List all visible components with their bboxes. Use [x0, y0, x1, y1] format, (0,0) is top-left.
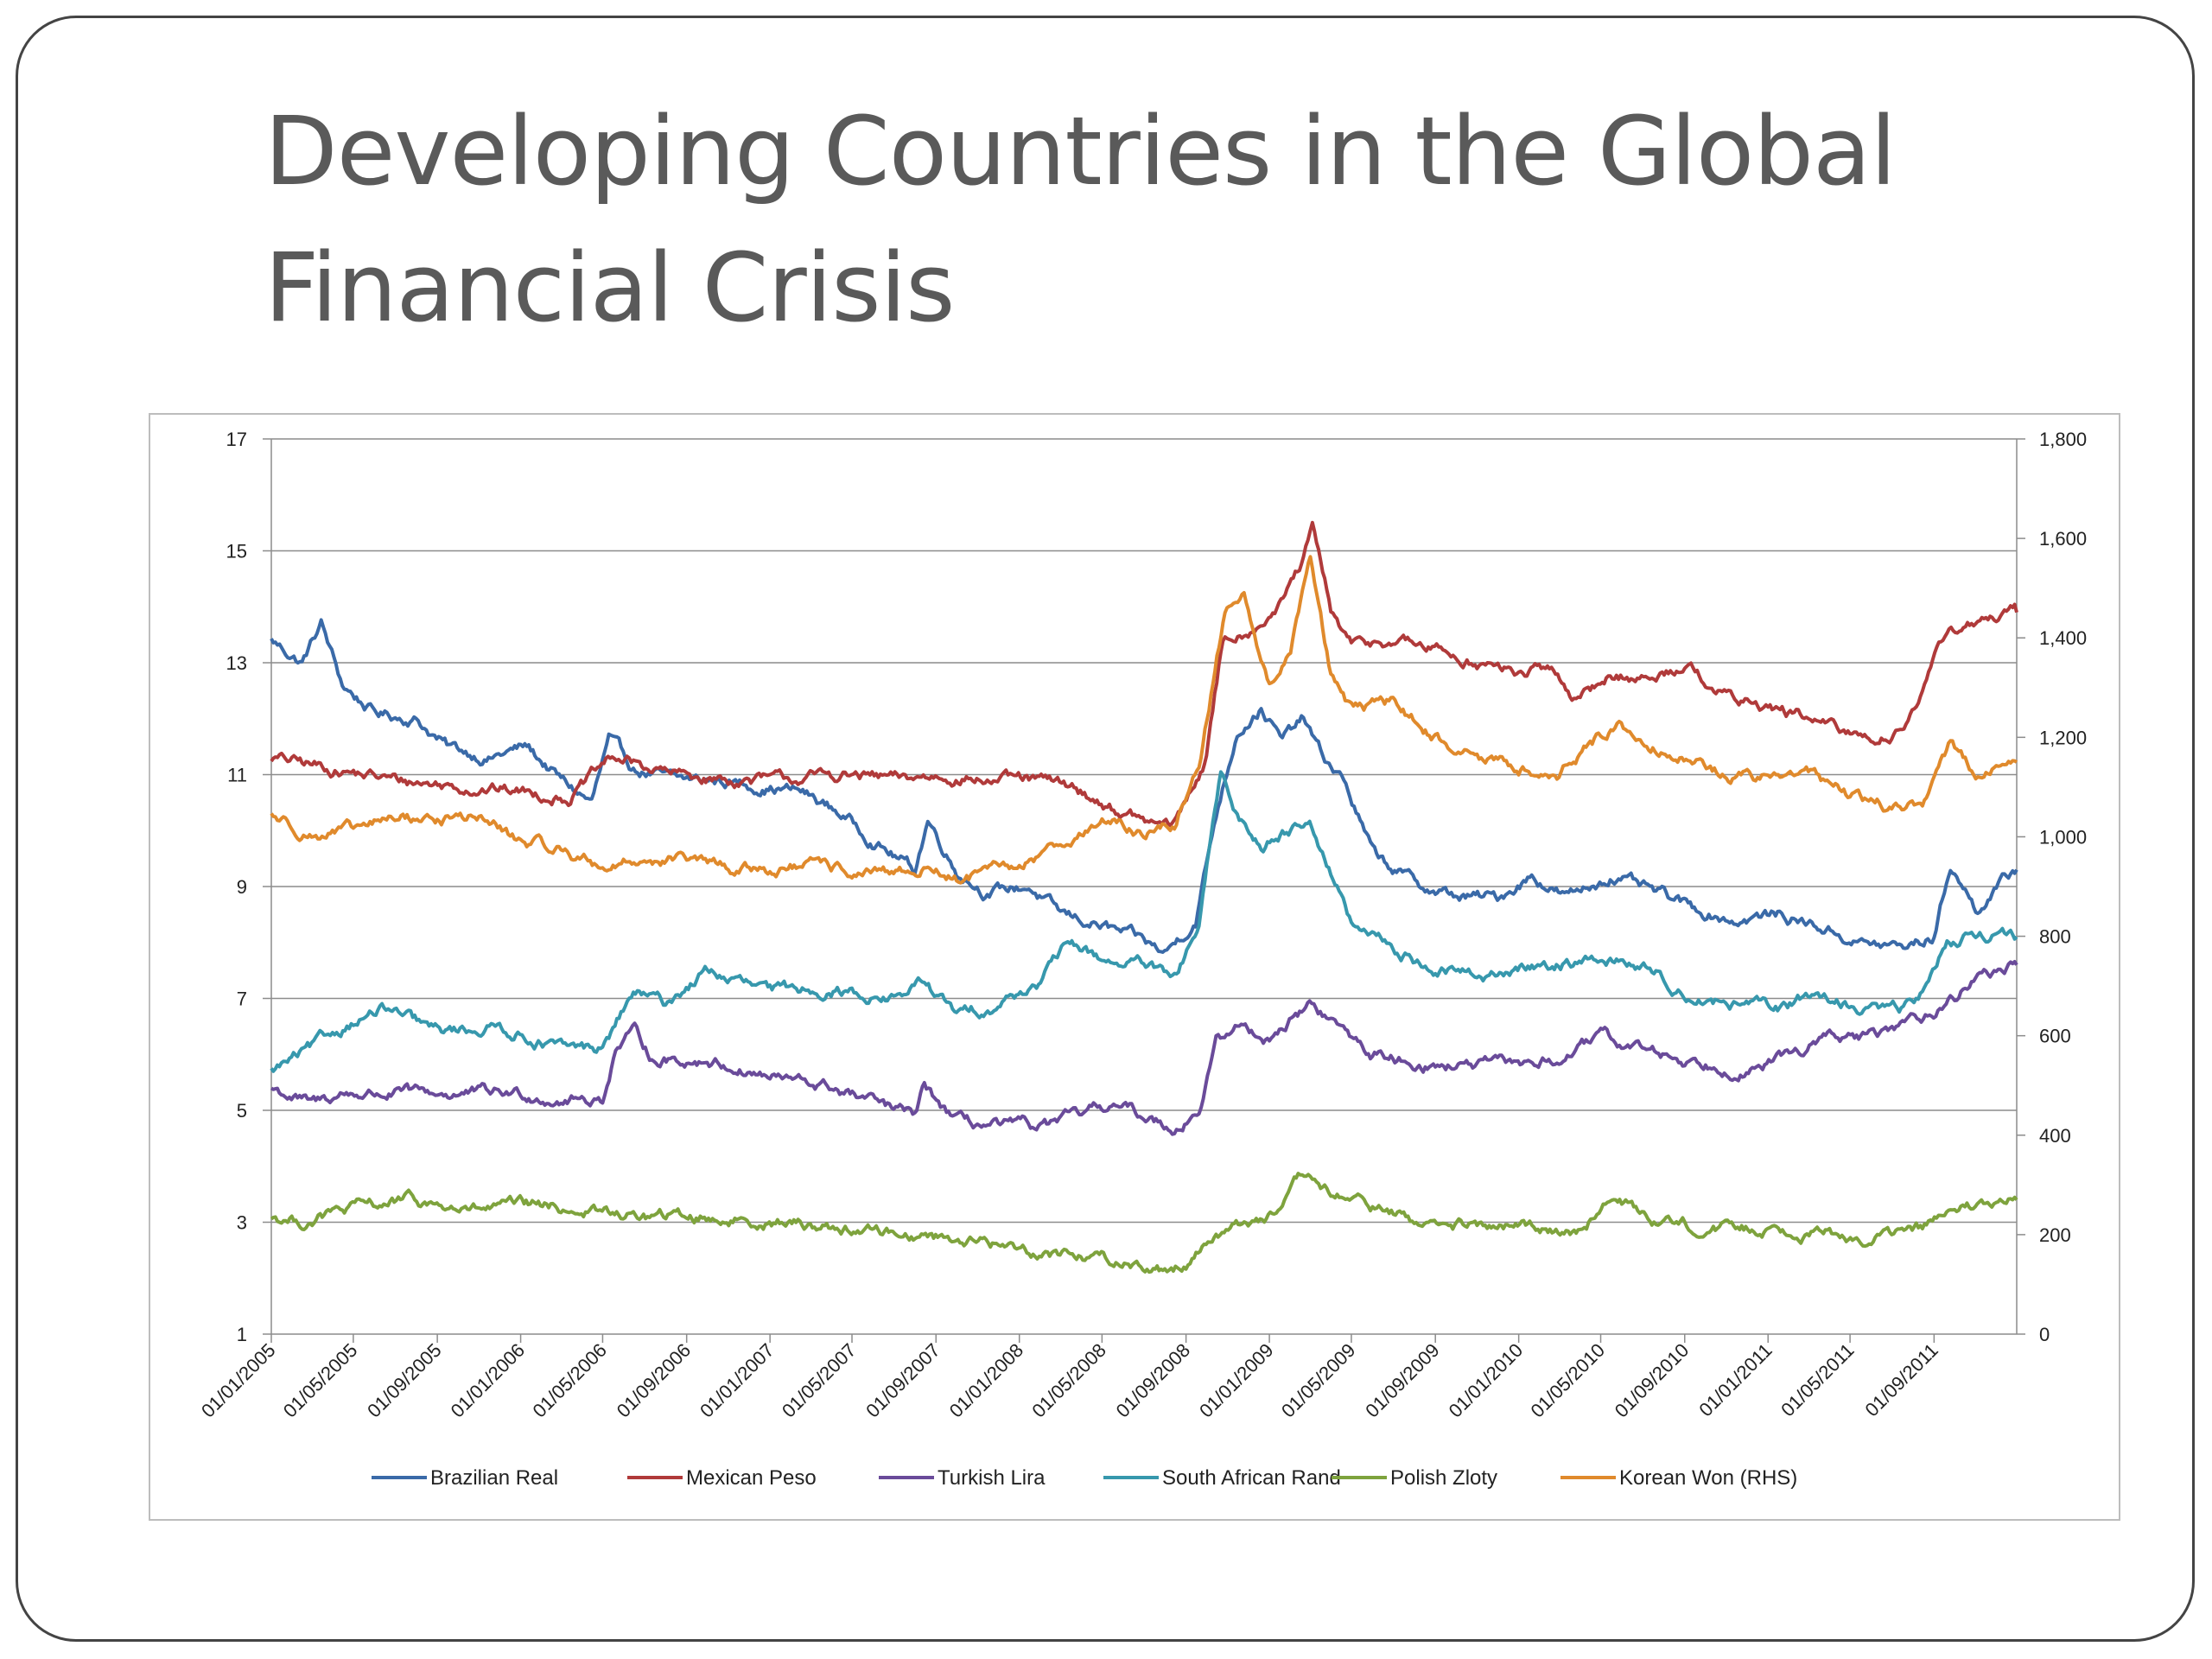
legend-label: Korean Won (RHS) [1619, 1466, 1797, 1490]
x-tick-label: 01/05/2007 [778, 1339, 861, 1422]
x-tick-label: 01/01/2006 [447, 1339, 530, 1422]
x-tick-label: 01/05/2011 [1777, 1339, 1858, 1421]
x-tick-label: 01/05/2005 [279, 1339, 362, 1422]
y2-tick-label: 1,800 [2039, 429, 2087, 450]
y-tick-label: 17 [226, 429, 247, 450]
x-tick-label: 01/09/2005 [363, 1339, 446, 1422]
x-tick-label: 01/05/2006 [528, 1339, 611, 1422]
x-tick-label: 01/09/2009 [1361, 1339, 1444, 1422]
chart-gridlines [271, 438, 2017, 1224]
legend-label: South African Rand [1162, 1466, 1341, 1490]
line-chart: 17 15 13 11 9 7 5 3 1 1,800 1,600 1,400 1,200 1,000 80… [197, 429, 2087, 1490]
y2-tick-label: 600 [2039, 1026, 2071, 1047]
y-tick-label: 15 [226, 541, 247, 563]
legend-label: Mexican Peso [686, 1466, 817, 1490]
legend-label: Turkish Lira [938, 1466, 1046, 1490]
x-tick-label: 01/09/2006 [613, 1339, 696, 1422]
x-tick-label: 01/01/2008 [945, 1339, 1028, 1422]
y2-tick-label: 1,000 [2039, 826, 2087, 848]
x-tick-label: 01/09/2011 [1860, 1339, 1942, 1421]
chart-tick-labels: 17 15 13 11 9 7 5 3 1 1,800 1,600 1,400 1,200 1,000 80… [197, 429, 2087, 1421]
y-tick-label: 7 [237, 988, 247, 1010]
series-line-brazilian-real [270, 618, 2018, 954]
y2-tick-label: 400 [2039, 1125, 2071, 1147]
y-tick-label: 1 [237, 1324, 247, 1345]
x-tick-label: 01/01/2005 [197, 1339, 280, 1422]
x-tick-label: 01/09/2008 [1112, 1339, 1195, 1422]
y-tick-label: 3 [237, 1212, 247, 1234]
slide-title: Developing Countries in the Global Finan… [264, 96, 1897, 343]
x-tick-label: 01/01/2011 [1694, 1339, 1776, 1421]
x-tick-label: 01/05/2010 [1527, 1339, 1610, 1422]
x-tick-label: 01/01/2010 [1445, 1339, 1528, 1422]
y2-tick-label: 200 [2039, 1224, 2071, 1246]
chart-axes [263, 438, 2025, 1343]
chart-frame: 17 15 13 11 9 7 5 3 1 1,800 1,600 1,400 1,200 1,000 80… [149, 413, 2120, 1521]
x-tick-label: 01/09/2007 [861, 1339, 944, 1422]
legend-label: Polish Zloty [1390, 1466, 1497, 1490]
slide: Developing Countries in the Global Finan… [16, 16, 2195, 1642]
y2-tick-label: 1,400 [2039, 627, 2087, 649]
series-line-mexican-peso [270, 520, 2018, 828]
chart-legend: Brazilian Real Mexican Peso Turkish Lira So… [372, 1466, 1797, 1490]
x-tick-label: 01/09/2010 [1611, 1339, 1694, 1422]
x-tick-label: 01/05/2008 [1027, 1339, 1110, 1422]
y2-tick-label: 1,600 [2039, 528, 2087, 550]
series-line-turkish-lira [270, 960, 2018, 1136]
y-tick-label: 9 [237, 876, 247, 898]
series-line-polish-zloty [270, 1172, 2018, 1274]
x-tick-label: 01/01/2007 [696, 1339, 779, 1422]
y2-tick-label: 800 [2039, 926, 2071, 948]
y-tick-label: 11 [227, 765, 247, 786]
chart-series [270, 520, 2018, 1274]
x-tick-label: 01/01/2009 [1195, 1339, 1278, 1422]
y-tick-label: 5 [237, 1100, 247, 1122]
series-line-korean-won-rhs [270, 555, 2018, 885]
y-tick-label: 13 [226, 652, 247, 674]
series-line-south-african-rand [270, 770, 2018, 1073]
x-tick-label: 01/05/2009 [1277, 1339, 1360, 1422]
y2-tick-label: 0 [2039, 1324, 2050, 1345]
legend-label: Brazilian Real [430, 1466, 558, 1490]
y2-tick-label: 1,200 [2039, 727, 2087, 748]
